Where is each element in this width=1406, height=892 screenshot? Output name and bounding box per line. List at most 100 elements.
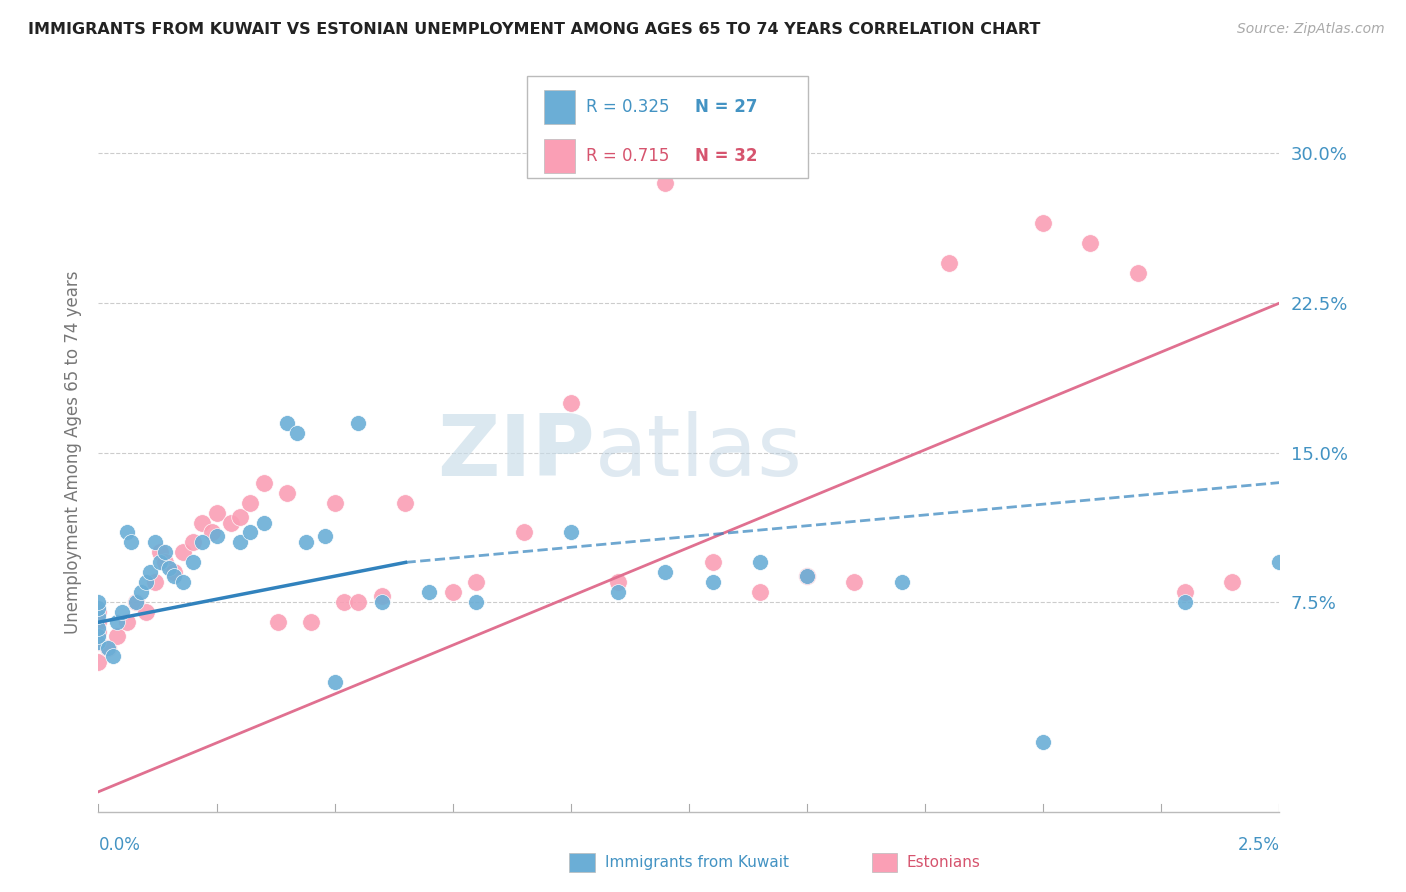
Point bbox=[938, 256, 960, 270]
Point bbox=[97, 641, 120, 656]
Point bbox=[181, 535, 204, 549]
Point bbox=[890, 575, 912, 590]
Point bbox=[239, 495, 262, 509]
Point bbox=[1268, 555, 1291, 569]
Point bbox=[748, 555, 770, 569]
Point bbox=[115, 525, 138, 540]
Text: R = 0.325: R = 0.325 bbox=[586, 97, 669, 116]
Text: R = 0.715: R = 0.715 bbox=[586, 147, 669, 165]
Point bbox=[135, 605, 157, 619]
Point bbox=[229, 535, 252, 549]
Point bbox=[163, 569, 186, 583]
Point bbox=[465, 595, 488, 609]
Point bbox=[181, 555, 204, 569]
Point bbox=[143, 575, 166, 590]
Point bbox=[560, 525, 582, 540]
Point bbox=[702, 555, 724, 569]
Point bbox=[143, 535, 166, 549]
Text: 0.0%: 0.0% bbox=[98, 836, 141, 854]
Point bbox=[172, 575, 194, 590]
Point bbox=[654, 177, 676, 191]
Point bbox=[465, 575, 488, 590]
Point bbox=[607, 575, 630, 590]
Point bbox=[205, 529, 228, 543]
Point bbox=[201, 525, 224, 540]
Point bbox=[153, 545, 176, 559]
Point bbox=[105, 629, 128, 643]
Point bbox=[299, 615, 322, 630]
Point bbox=[371, 590, 394, 604]
Point bbox=[1220, 575, 1243, 590]
Text: Source: ZipAtlas.com: Source: ZipAtlas.com bbox=[1237, 22, 1385, 37]
Text: atlas: atlas bbox=[595, 411, 803, 494]
Point bbox=[121, 535, 143, 549]
Point bbox=[87, 621, 110, 635]
Point bbox=[153, 555, 176, 569]
Point bbox=[87, 615, 110, 630]
Text: 2.5%: 2.5% bbox=[1237, 836, 1279, 854]
Point bbox=[276, 485, 298, 500]
Point bbox=[323, 675, 346, 690]
Text: IMMIGRANTS FROM KUWAIT VS ESTONIAN UNEMPLOYMENT AMONG AGES 65 TO 74 YEARS CORREL: IMMIGRANTS FROM KUWAIT VS ESTONIAN UNEMP… bbox=[28, 22, 1040, 37]
Point bbox=[654, 566, 676, 580]
Point bbox=[105, 615, 128, 630]
Point bbox=[101, 649, 124, 664]
Point bbox=[191, 535, 214, 549]
Point bbox=[253, 516, 276, 530]
Point bbox=[560, 396, 582, 410]
Point bbox=[87, 635, 110, 649]
Point bbox=[267, 615, 290, 630]
Point bbox=[347, 595, 370, 609]
Point bbox=[295, 535, 318, 549]
Point bbox=[87, 635, 110, 649]
Text: Immigrants from Kuwait: Immigrants from Kuwait bbox=[605, 855, 789, 870]
Point bbox=[149, 545, 172, 559]
Point bbox=[1032, 735, 1054, 749]
Point bbox=[87, 629, 110, 643]
Point bbox=[191, 516, 214, 530]
Point bbox=[285, 425, 308, 440]
Point bbox=[844, 575, 866, 590]
Point bbox=[347, 416, 370, 430]
Point bbox=[125, 595, 148, 609]
Point bbox=[371, 595, 394, 609]
Point bbox=[87, 609, 110, 624]
Point bbox=[97, 641, 120, 656]
Point bbox=[115, 615, 138, 630]
Point bbox=[111, 605, 134, 619]
Point bbox=[163, 566, 186, 580]
Text: ZIP: ZIP bbox=[437, 411, 595, 494]
Point bbox=[87, 655, 110, 669]
Point bbox=[125, 595, 148, 609]
Point bbox=[229, 509, 252, 524]
Point bbox=[314, 529, 336, 543]
Text: N = 32: N = 32 bbox=[695, 147, 756, 165]
Point bbox=[219, 516, 242, 530]
Point bbox=[1032, 216, 1054, 230]
Point bbox=[87, 595, 110, 609]
Text: Estonians: Estonians bbox=[907, 855, 981, 870]
Point bbox=[333, 595, 356, 609]
Point bbox=[239, 525, 262, 540]
Point bbox=[1174, 585, 1197, 599]
Point bbox=[394, 495, 416, 509]
Point bbox=[157, 561, 180, 575]
Point bbox=[1126, 266, 1149, 280]
Point bbox=[418, 585, 440, 599]
Point bbox=[205, 506, 228, 520]
Point bbox=[129, 585, 152, 599]
Point bbox=[1080, 236, 1102, 251]
Point bbox=[139, 566, 162, 580]
Point bbox=[253, 475, 276, 490]
Point bbox=[87, 605, 110, 619]
Point bbox=[87, 601, 110, 615]
Text: N = 27: N = 27 bbox=[695, 97, 756, 116]
Point bbox=[512, 525, 534, 540]
Point bbox=[748, 585, 770, 599]
Point bbox=[796, 569, 818, 583]
Y-axis label: Unemployment Among Ages 65 to 74 years: Unemployment Among Ages 65 to 74 years bbox=[63, 271, 82, 634]
Point bbox=[1174, 595, 1197, 609]
Point bbox=[87, 625, 110, 640]
Point bbox=[276, 416, 298, 430]
Point bbox=[607, 585, 630, 599]
